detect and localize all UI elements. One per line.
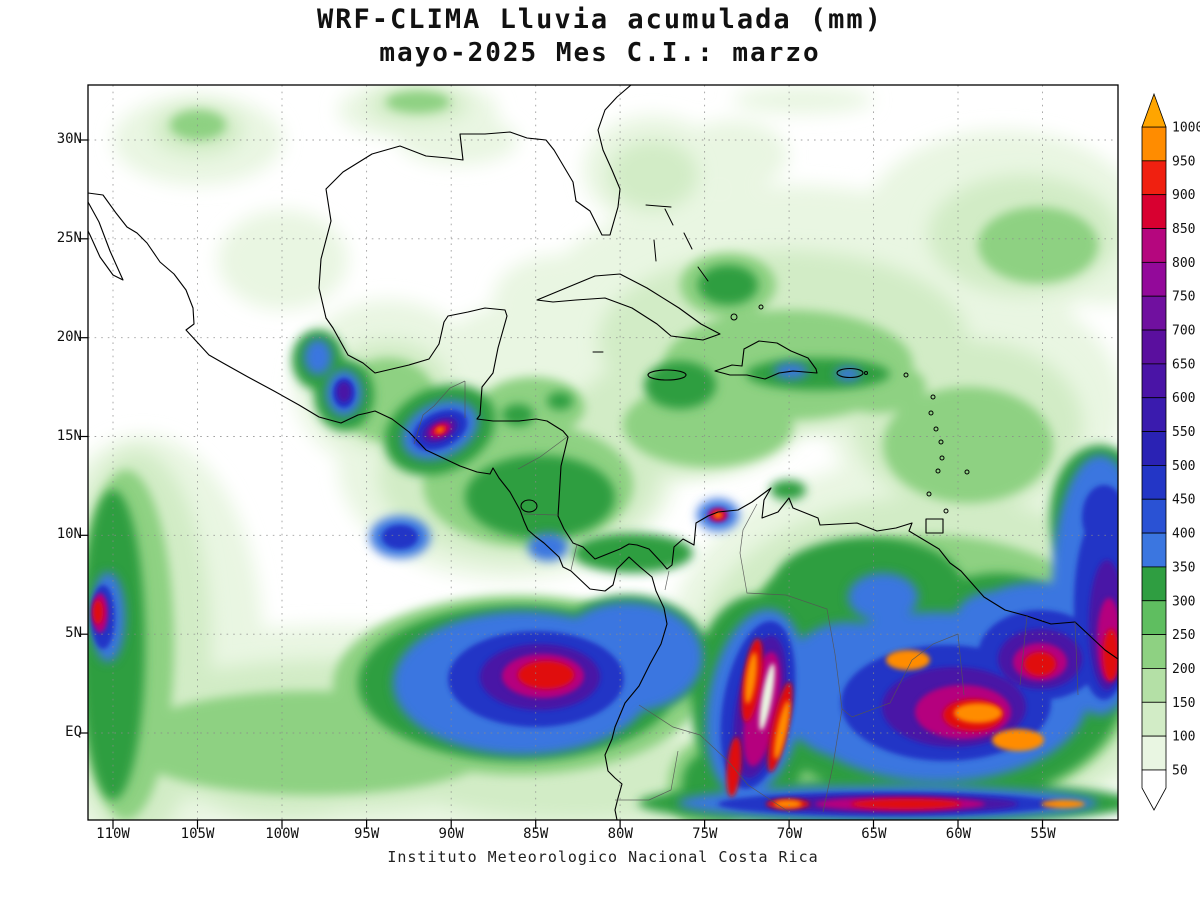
colorbar-segment [1141,668,1167,703]
colorbar-segment [1141,566,1167,602]
y-tick-label: 30N [56,131,82,147]
colorbar-level-label: 100 [1172,730,1195,745]
colorbar-level-label: 50 [1172,763,1188,778]
coastline-mexico-caribbean-south-america [318,220,1118,660]
x-tick-label: 95W [353,826,380,842]
bahamas-islands [592,204,764,353]
y-tick-label: 20N [56,328,82,345]
colorbar-level-label: 650 [1172,357,1195,372]
x-tick-label: 60W [945,826,972,842]
puerto-rico-outline [836,367,864,379]
colorbar-segment [1141,261,1167,297]
y-tick-label: 10N [56,526,82,543]
colorbar-segment [1141,532,1167,568]
colorbar-level-label: 400 [1172,527,1195,542]
colorbar-segment [1141,701,1167,737]
y-tick-label: EQ [65,724,82,740]
x-tick-label: 110W [96,826,130,842]
colorbar-level-label: 600 [1172,391,1195,406]
precip-layer-orange [436,427,1085,808]
x-tick-label: 75W [692,826,718,842]
colorbar-segment [1141,160,1167,196]
colorbar-segment [1141,363,1167,399]
map-frame [87,84,1119,821]
precipitation-map [79,84,1119,829]
attribution-text: Instituto Meteorologico Nacional Costa R… [387,848,819,866]
lesser-antilles-islands [864,371,970,514]
jamaica-outline [647,369,687,381]
x-tick-label: 105W [180,826,215,842]
colorbar-level-label: 500 [1172,459,1195,474]
precip-layer-red [93,425,1118,809]
colorbar-level-label: 200 [1172,662,1195,677]
colorbar: 1000 950 900 850 800 750 700 650 600 550 500 450 400… [1141,92,1200,811]
precip-valley-gap [759,663,775,731]
y-tick-label: 5N [65,625,82,642]
colorbar-overflow-arrow [1141,92,1167,128]
coastlines [88,85,1118,820]
cuba-outline [536,273,721,341]
colorbar-segment [1141,228,1167,263]
y-tick-label: 15N [56,427,82,444]
colorbar-level-label: 150 [1172,696,1195,711]
colorbar-segment [1141,295,1167,331]
colorbar-segment [1141,431,1167,466]
colorbar-segment [1141,600,1167,636]
colorbar-segment [1141,329,1167,365]
figure-title: WRF-CLIMA Lluvia acumulada (mm) [317,4,883,35]
colorbar-level-label: 800 [1172,256,1195,271]
axis-tick-marks [79,139,1044,829]
figure-subtitle: mayo-2025 Mes C.I.: marzo [379,38,821,68]
colorbar-level-label: 750 [1172,290,1195,305]
colorbar-level-label: 300 [1172,594,1195,609]
x-tick-label: 65W [861,826,887,842]
colorbar-level-label: 700 [1172,324,1195,339]
x-tick-label: 85W [523,826,549,842]
x-tick-label: 55W [1030,826,1056,842]
coastline-pacific [88,192,668,820]
x-tick-label: 80W [607,826,633,842]
colorbar-segment [1141,397,1167,432]
lake-nicaragua [520,499,538,513]
colorbar-segment [1141,194,1167,229]
x-tick-label: 100W [265,826,299,842]
trinidad-outline [925,518,944,534]
coastline-baja [88,201,124,281]
colorbar-segment [1141,634,1167,669]
colorbar-level-label: 350 [1172,560,1195,575]
y-tick-label: 25N [56,229,82,246]
colorbar-level-label: 550 [1172,425,1195,440]
colorbar-level-label: 450 [1172,493,1195,508]
hispaniola-outline [714,340,818,380]
colorbar-level-label: 900 [1172,188,1195,203]
x-tick-label: 70W [776,826,803,842]
grid-lines [88,85,1118,820]
colorbar-segment [1141,126,1167,162]
country-borders [413,380,1079,813]
colorbar-level-label: 250 [1172,628,1195,643]
colorbar-segment [1141,464,1167,500]
colorbar-underflow-wedge [1141,769,1167,811]
coastline-gulf-atlantic [325,85,632,236]
colorbar-segment [1141,735,1167,771]
colorbar-level-label: 950 [1172,154,1195,169]
colorbar-segment [1141,498,1167,534]
colorbar-level-label: 850 [1172,222,1195,237]
colorbar-level-label: 1000 [1172,121,1200,136]
x-tick-label: 90W [438,826,464,842]
